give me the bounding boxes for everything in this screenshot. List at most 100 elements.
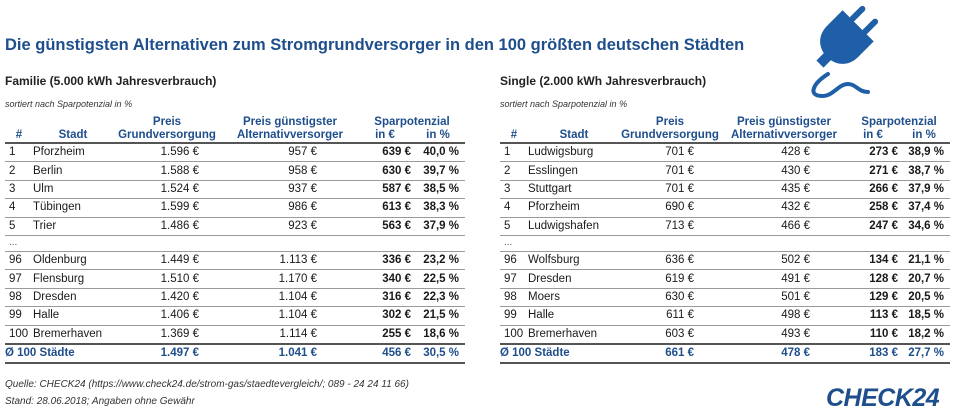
row-savings-eur: 134 € [848, 251, 898, 271]
row-price: 1.406 € [113, 306, 221, 326]
row-num: 99 [500, 306, 528, 326]
row-alt: 466 € [720, 217, 848, 236]
single-rows-top: 1 Ludwigsburg 701 €428 €273 €38,9 % 2 Esslin… [500, 143, 950, 236]
row-savings-pct: 21,5 % [411, 306, 465, 326]
table-row: 5 Trier 1.486 €923 €563 €37,9 % [5, 217, 465, 236]
row-num: 5 [500, 217, 528, 236]
row-savings-pct: 38,3 % [411, 198, 465, 218]
family-panel: Familie (5.000 kWh Jahresverbrauch) sort… [5, 72, 465, 365]
row-price: 1.588 € [113, 161, 221, 181]
row-savings-eur: 266 € [848, 180, 898, 200]
row-city: Ludwigsburg [528, 143, 620, 163]
row-savings-pct: 22,5 % [411, 269, 465, 289]
row-savings-eur: 316 € [359, 288, 411, 308]
col-savings: Sparpotenzial in € in % [359, 113, 465, 144]
row-num: 1 [5, 143, 33, 163]
row-price: 603 € [620, 325, 720, 345]
row-alt: 428 € [720, 143, 848, 163]
row-savings-pct: 34,6 % [898, 217, 950, 236]
table-row: 1 Pforzheim 1.596 €957 €639 €40,0 % [5, 143, 465, 163]
ellipsis-row: ... [500, 235, 950, 252]
row-num: 1 [500, 143, 528, 163]
table-header: # Stadt Preis Grundversorgung Preis günst… [5, 113, 465, 144]
row-num: 97 [5, 269, 33, 289]
average-row: Ø 100 Städte 1.497 € 1.041 € 456 € 30,5 … [5, 342, 465, 365]
row-city: Wolfsburg [528, 251, 620, 271]
row-savings-pct: 18,5 % [898, 306, 950, 326]
row-alt: 430 € [720, 161, 848, 181]
row-price: 713 € [620, 217, 720, 236]
row-alt: 432 € [720, 198, 848, 218]
row-num: 2 [500, 161, 528, 181]
row-city: Dresden [528, 269, 620, 289]
row-alt: 493 € [720, 325, 848, 345]
row-city: Ludwigshafen [528, 217, 620, 236]
row-savings-pct: 20,5 % [898, 288, 950, 308]
row-num: 96 [500, 251, 528, 271]
row-savings-eur: 128 € [848, 269, 898, 289]
table-row: 3 Ulm 1.524 €937 €587 €38,5 % [5, 180, 465, 200]
col-city: Stadt [33, 113, 113, 144]
row-price: 1.486 € [113, 217, 221, 236]
col-price: Preis Grundversorgung [113, 113, 221, 144]
row-savings-pct: 38,5 % [411, 180, 465, 200]
table-row: 4 Tübingen 1.599 €986 €613 €38,3 % [5, 198, 465, 218]
row-savings-eur: 630 € [359, 161, 411, 181]
row-num: 4 [5, 198, 33, 218]
table-row: 4 Pforzheim 690 €432 €258 €37,4 % [500, 198, 950, 218]
power-plug-icon [811, 5, 879, 99]
row-alt: 501 € [720, 288, 848, 308]
row-alt: 1.113 € [221, 251, 359, 271]
row-savings-pct: 18,6 % [411, 325, 465, 345]
row-price: 630 € [620, 288, 720, 308]
row-savings-pct: 37,9 % [898, 180, 950, 200]
row-alt: 1.104 € [221, 306, 359, 326]
row-alt: 986 € [221, 198, 359, 218]
col-savings: Sparpotenzial in € in % [848, 113, 950, 144]
col-city: Stadt [528, 113, 620, 144]
row-savings-eur: 273 € [848, 143, 898, 163]
ellipsis-row: ... [5, 235, 465, 252]
row-city: Esslingen [528, 161, 620, 181]
row-city: Halle [528, 306, 620, 326]
single-sort-note: sortiert nach Sparpotenzial in % [500, 99, 628, 109]
row-savings-pct: 21,1 % [898, 251, 950, 271]
row-num: 100 [500, 325, 528, 345]
row-city: Dresden [33, 288, 113, 308]
row-savings-eur: 613 € [359, 198, 411, 218]
table-header: # Stadt Preis Grundversorgung Preis günst… [500, 113, 950, 144]
row-alt: 937 € [221, 180, 359, 200]
row-savings-eur: 587 € [359, 180, 411, 200]
row-num: 97 [500, 269, 528, 289]
row-num: 99 [5, 306, 33, 326]
row-price: 1.420 € [113, 288, 221, 308]
single-table: # Stadt Preis Grundversorgung Preis günst… [500, 113, 950, 365]
table-row: 2 Berlin 1.588 €958 €630 €39,7 % [5, 161, 465, 181]
row-price: 701 € [620, 180, 720, 200]
row-savings-pct: 40,0 % [411, 143, 465, 163]
row-alt: 1.104 € [221, 288, 359, 308]
row-num: 2 [5, 161, 33, 181]
row-price: 701 € [620, 143, 720, 163]
table-row: 96 Wolfsburg 636 €502 €134 €21,1 % [500, 251, 950, 271]
row-savings-pct: 20,7 % [898, 269, 950, 289]
table-row: 3 Stuttgart 701 €435 €266 €37,9 % [500, 180, 950, 200]
row-alt: 957 € [221, 143, 359, 163]
row-price: 1.369 € [113, 325, 221, 345]
row-alt: 491 € [720, 269, 848, 289]
row-price: 1.510 € [113, 269, 221, 289]
col-alt: Preis günstigster Alternativversorger [221, 113, 359, 144]
row-savings-eur: 639 € [359, 143, 411, 163]
table-row: 98 Moers 630 €501 €129 €20,5 % [500, 288, 950, 308]
row-price: 1.599 € [113, 198, 221, 218]
table-row: 97 Flensburg 1.510 €1.170 €340 €22,5 % [5, 269, 465, 289]
table-row: 100 Bremerhaven 603 €493 €110 €18,2 % [500, 325, 950, 345]
row-savings-eur: 302 € [359, 306, 411, 326]
family-rows-bottom: 96 Oldenburg 1.449 €1.113 €336 €23,2 % 97 Fl… [5, 251, 465, 345]
col-num: # [5, 113, 33, 144]
table-row: 1 Ludwigsburg 701 €428 €273 €38,9 % [500, 143, 950, 163]
row-alt: 435 € [720, 180, 848, 200]
row-num: 100 [5, 325, 33, 345]
row-alt: 923 € [221, 217, 359, 236]
row-city: Flensburg [33, 269, 113, 289]
